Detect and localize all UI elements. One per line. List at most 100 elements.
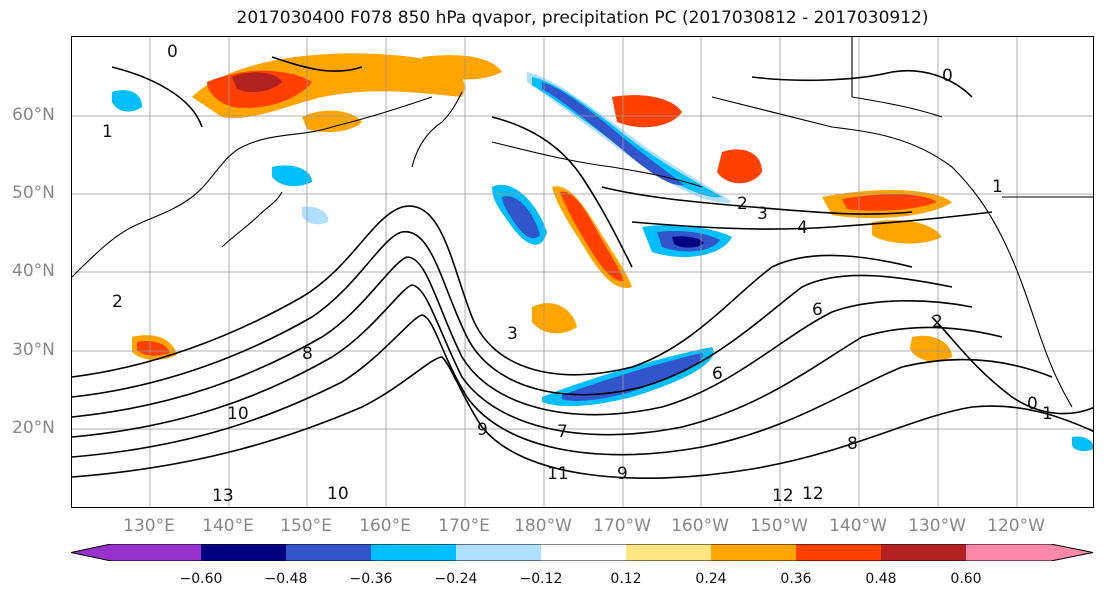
contour-line [72,205,913,378]
colorbar-tick: −0.60 [179,571,223,587]
contour-line [72,356,1093,479]
lat-label-60n: 60°N [12,105,55,125]
colorbar-tick: −0.24 [434,571,478,587]
shade-orange-blob [872,220,942,244]
alaska-coast [711,96,1003,238]
colorbar-bin [711,544,796,561]
shade-darkred-blob [232,72,282,93]
shade-skyblue-blob [272,165,312,187]
asia-coast [72,96,433,278]
colorbar-bin [541,544,626,561]
contour-label: 3 [757,204,768,224]
colorbar-under-arrow [71,544,201,561]
map-panel: 0 0 1 1 2 3 4 6 8 9 10 11 12 13 2 3 6 7 … [71,36,1094,508]
shade-lightblue-blob [302,206,329,225]
contour-label: 7 [557,422,568,442]
map-canvas: 0 0 1 1 2 3 4 6 8 9 10 11 12 13 2 3 6 7 … [72,37,1093,507]
shade-blue-band [542,82,684,186]
map-title: 2017030400 F078 850 hPa qvapor, precipit… [236,8,929,28]
contour-label: 12 [772,486,794,506]
shade-red-blob [717,149,762,184]
colorbar-tick: −0.12 [519,571,563,587]
lon-label-150e: 150°E [280,516,332,536]
shade-red-blob [137,341,170,356]
contour-label: 1 [102,122,113,142]
contour-label: 10 [227,404,249,424]
contour-label: 0 [1027,394,1038,414]
graticule [72,37,1093,507]
shade-skyblue-blob [1072,436,1093,452]
lon-label-140e: 140°E [202,516,254,536]
colorbar-tick: 0.36 [780,571,812,587]
shade-orange-blob [422,55,502,80]
japan-coast [221,191,283,248]
contour-label: 2 [932,312,943,332]
coastlines [72,37,1093,408]
lat-label-40n: 40°N [12,261,55,281]
colorbar-tick: −0.36 [349,571,393,587]
colorbar [70,543,1094,562]
lon-label-170e: 170°E [438,516,490,536]
colorbar-graphic [70,543,1094,562]
contour-line [72,256,973,418]
na-coast [1001,236,1073,408]
contour-line [751,69,973,98]
contour-label: 8 [302,344,313,364]
lon-label-130w: 130°W [908,516,966,536]
lon-label-140w: 140°W [829,516,887,536]
kamchatka-coast [411,91,463,168]
lon-label-160w: 160°W [671,516,729,536]
contour-line [111,56,363,128]
lon-label-150w: 150°W [750,516,808,536]
contour-label: 0 [167,42,178,62]
colorbar-over-arrow [966,544,1093,561]
contour-line [601,186,913,215]
contour-label: 9 [477,420,488,440]
colorbar-tick: 0.60 [950,571,982,587]
colorbar-bin [456,544,541,561]
lat-label-20n: 20°N [12,418,55,438]
lat-label-30n: 30°N [12,340,55,360]
shade-red-streak [560,191,624,282]
contour-labels: 0 0 1 1 2 3 4 6 8 9 10 11 12 13 2 3 6 7 … [102,42,1053,506]
shade-navy-blob [672,236,704,248]
border-line [851,37,1093,198]
lat-label-50n: 50°N [12,183,55,203]
shade-red-blob [612,95,682,128]
colorbar-bin [201,544,286,561]
shade-orange-blob [910,335,952,362]
contour-label: 1 [992,177,1003,197]
colorbar-bin [371,544,456,561]
shade-blue-band [562,353,703,401]
anomaly-shading [112,53,1093,452]
colorbar-tick: 0.12 [610,571,642,587]
lon-label-160e: 160°E [359,516,411,536]
lon-label-180w: 180°W [514,516,572,536]
colorbar-tick: 0.48 [865,571,897,587]
contour-label: 6 [812,300,823,320]
contour-label: 12 [802,484,824,504]
colorbar-bin [881,544,966,561]
contour-label: 13 [212,486,234,506]
contour-label: 1 [1042,404,1053,424]
colorbar-bin [626,544,711,561]
lon-label-120w: 120°W [987,516,1045,536]
shade-orange-blob [532,303,577,334]
aleutian-chain [491,141,703,188]
contour-line [72,231,953,398]
contour-line [931,316,1093,415]
contour-label: 2 [112,292,123,312]
contour-label: 6 [712,364,723,384]
contour-label: 8 [847,434,858,454]
contour-line [72,314,1053,458]
contour-label: 0 [942,66,953,86]
contour-label: 9 [617,464,628,484]
contour-line [491,116,633,268]
colorbar-tick: 0.24 [695,571,727,587]
contour-label: 3 [507,324,518,344]
lon-label-130e: 130°E [123,516,175,536]
lon-label-170w: 170°W [593,516,651,536]
shade-red-blob [842,194,937,211]
contour-label: 11 [547,464,569,484]
contour-label: 10 [327,484,349,504]
